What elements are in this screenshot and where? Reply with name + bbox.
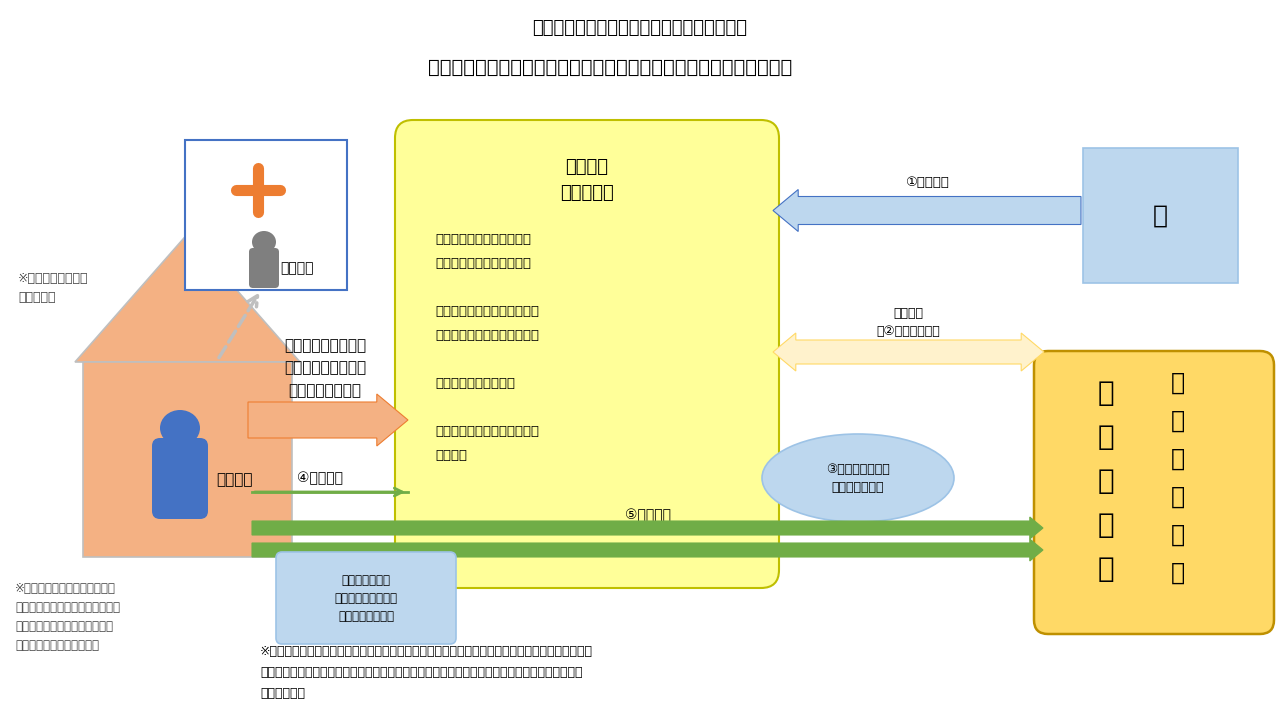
Text: 保健所、市町村、訪
問介護事業所、ケア
マネ等からの要請: 保健所、市町村、訪 問介護事業所、ケア マネ等からの要請 xyxy=(284,338,366,397)
Polygon shape xyxy=(76,234,300,362)
Ellipse shape xyxy=(762,434,954,522)
Text: ⑤派遣調整: ⑤派遣調整 xyxy=(625,508,671,522)
Text: ③感染防止のため
の研修会の実施: ③感染防止のため の研修会の実施 xyxy=(826,462,890,493)
Text: ④派遣要請: ④派遣要請 xyxy=(297,471,343,485)
Text: 受託法人
（県社協）: 受託法人 （県社協） xyxy=(561,158,614,202)
Text: 所: 所 xyxy=(1098,555,1115,583)
Text: 派: 派 xyxy=(1171,371,1185,395)
Text: 【緊急時の応援に係るコーディネート事業】: 【緊急時の応援に係るコーディネート事業】 xyxy=(532,19,748,37)
Polygon shape xyxy=(248,394,408,446)
Text: ２　家族が感染した要介護者への訪問介護職員の派遣（イメージ図）: ２ 家族が感染した要介護者への訪問介護職員の派遣（イメージ図） xyxy=(428,58,792,76)
Text: 協: 協 xyxy=(1171,447,1185,471)
Text: 護: 護 xyxy=(1098,423,1115,451)
Text: 新規登録
（②募集、登録）: 新規登録 （②募集、登録） xyxy=(877,307,941,338)
Text: 訪問介護事業所
（既に訪問介護を利
用している場合）: 訪問介護事業所 （既に訪問介護を利 用している場合） xyxy=(334,574,398,623)
Text: 事: 事 xyxy=(1098,467,1115,495)
Text: 問: 問 xyxy=(1171,561,1185,585)
Ellipse shape xyxy=(160,410,200,446)
FancyBboxPatch shape xyxy=(1083,148,1238,283)
Text: ※要介護者は濃厚接触者で陰性
の場合（陽性の場合は入院）で、
医療機関への入院や施設での受
入れが困難な場合を想定。: ※要介護者は濃厚接触者で陰性 の場合（陽性の場合は入院）で、 医療機関への入院や… xyxy=(15,582,120,652)
Polygon shape xyxy=(252,539,1043,561)
Text: 要介護者: 要介護者 xyxy=(216,472,252,487)
Polygon shape xyxy=(773,189,1082,232)
Text: 遣: 遣 xyxy=(1171,409,1185,433)
Text: ※　派遣に要する旅費、宿泊費、割増手当等のかかり増し経費に対する補助及びマスク、ガウン、
　フェイスシールド、エタノール等の物資の提供は、県による「サービス提供: ※ 派遣に要する旅費、宿泊費、割増手当等のかかり増し経費に対する補助及びマスク、… xyxy=(260,645,593,700)
Text: 力: 力 xyxy=(1171,485,1185,509)
Text: 家族入院: 家族入院 xyxy=(280,261,314,275)
Polygon shape xyxy=(773,333,1044,371)
Ellipse shape xyxy=(252,231,276,253)
Text: 訪: 訪 xyxy=(1171,523,1185,547)
FancyBboxPatch shape xyxy=(152,438,207,519)
FancyBboxPatch shape xyxy=(396,120,780,588)
Bar xyxy=(83,362,292,557)
Text: 業: 業 xyxy=(1098,511,1115,539)
Text: ・登録済応援職員及び新規
　登録応援職員の派遣調整

・新規派遣職員候補の募集、
　登録（施設等の了解必要）

・感染防止研修の実施

・ヘルパー協など関係団体: ・登録済応援職員及び新規 登録応援職員の派遣調整 ・新規派遣職員候補の募集、 登… xyxy=(435,233,539,462)
FancyBboxPatch shape xyxy=(276,552,456,644)
FancyBboxPatch shape xyxy=(186,140,347,290)
Text: ※政令市・中核市の
場合も対象: ※政令市・中核市の 場合も対象 xyxy=(18,272,88,304)
FancyBboxPatch shape xyxy=(250,248,279,288)
Text: ①事業委託: ①事業委託 xyxy=(905,176,948,189)
FancyBboxPatch shape xyxy=(1034,351,1274,634)
Text: 介: 介 xyxy=(1098,379,1115,407)
Polygon shape xyxy=(252,517,1043,539)
Text: 県: 県 xyxy=(1153,204,1169,228)
